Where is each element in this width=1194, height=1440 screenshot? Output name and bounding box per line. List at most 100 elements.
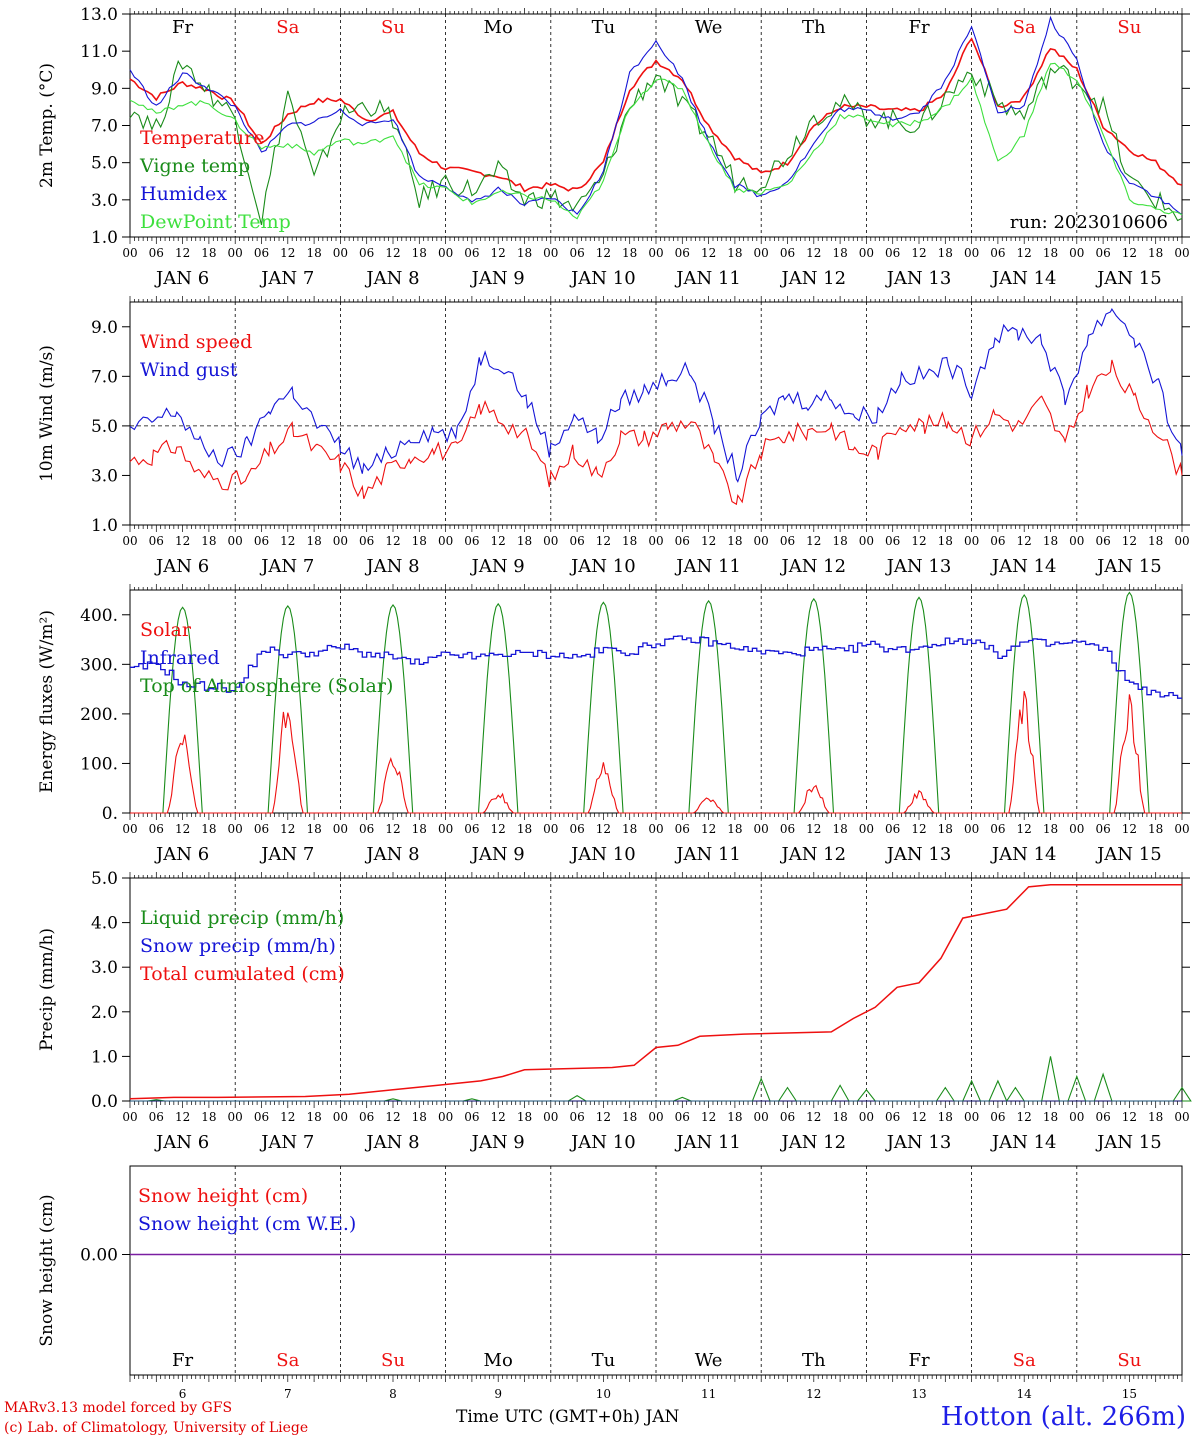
hour-tick-label: 00 — [438, 534, 453, 548]
hour-tick-label: 00 — [859, 1110, 874, 1124]
hour-tick-label: 12 — [280, 534, 295, 548]
hour-tick-label: 18 — [1043, 534, 1058, 548]
hour-tick-label: 00 — [228, 1110, 243, 1124]
y-tick-label: 11.0 — [80, 42, 118, 62]
legend-infrared: Infrared — [140, 647, 220, 669]
hour-tick-label: 00 — [438, 822, 453, 836]
hour-tick-label: 06 — [254, 822, 269, 836]
hour-tick-label: 06 — [359, 1110, 374, 1124]
y-tick-label: 300. — [80, 655, 118, 675]
hour-tick-label: 12 — [175, 822, 190, 836]
weekday-label: Th — [802, 17, 826, 38]
hour-tick-label: 18 — [1043, 1110, 1058, 1124]
y-tick-label: 2.0 — [91, 1003, 118, 1023]
hour-tick-label: 12 — [911, 246, 926, 260]
y-tick-label: 200. — [80, 705, 118, 725]
hour-tick-label: 06 — [254, 246, 269, 260]
hour-tick-label: 18 — [306, 822, 321, 836]
hour-tick-label: 12 — [491, 822, 506, 836]
hour-tick-label: 00 — [754, 534, 769, 548]
hour-tick-label: 00 — [1069, 1110, 1084, 1124]
hour-tick-label: 18 — [622, 822, 637, 836]
hour-tick-label: 06 — [149, 1110, 164, 1124]
weekday-label: Tu — [592, 1350, 616, 1371]
hour-tick-label: 12 — [385, 534, 400, 548]
series-line-dewpoint-temp — [129, 62, 1183, 220]
weekday-label: Th — [802, 1350, 826, 1371]
hour-tick-label: 18 — [517, 1110, 532, 1124]
y-tick-label: 9.0 — [91, 318, 118, 338]
date-label: JAN 9 — [470, 844, 525, 865]
date-label: JAN 14 — [990, 1132, 1057, 1153]
hour-tick-label: 12 — [1017, 1110, 1032, 1124]
y-tick-label: 400. — [80, 606, 118, 626]
hour-tick-label: 12 — [596, 246, 611, 260]
date-label: JAN 11 — [674, 556, 741, 577]
weekday-label: Su — [381, 1350, 405, 1371]
hour-tick-label: 18 — [1148, 1110, 1163, 1124]
date-label: JAN 7 — [259, 556, 314, 577]
hour-tick-label: 18 — [727, 246, 742, 260]
hour-tick-label: 18 — [412, 822, 427, 836]
weekday-label: Fr — [908, 17, 929, 38]
hour-tick-label: 00 — [543, 1110, 558, 1124]
hour-tick-label: 18 — [727, 534, 742, 548]
hour-tick-label: 06 — [1095, 822, 1110, 836]
day-number-label: 11 — [701, 1387, 716, 1401]
date-label: JAN 9 — [470, 1132, 525, 1153]
weekday-label: Sa — [276, 17, 299, 38]
y-tick-label: 1.0 — [91, 228, 118, 248]
date-label: JAN 6 — [154, 556, 209, 577]
hour-tick-label: 18 — [412, 1110, 427, 1124]
y-axis-label: Snow height (cm) — [37, 1194, 57, 1346]
y-tick-label: 0. — [102, 804, 118, 824]
date-label: JAN 15 — [1095, 1132, 1162, 1153]
hour-tick-label: 12 — [1122, 822, 1137, 836]
hour-tick-label: 00 — [333, 246, 348, 260]
y-tick-label: 5.0 — [91, 417, 118, 437]
hour-tick-label: 12 — [175, 246, 190, 260]
date-label: JAN 15 — [1095, 556, 1162, 577]
hour-tick-label: 18 — [517, 822, 532, 836]
day-number-label: 15 — [1122, 1387, 1137, 1401]
weekday-label: Fr — [172, 17, 193, 38]
hour-tick-label: 18 — [938, 822, 953, 836]
hour-tick-label: 12 — [806, 246, 821, 260]
hour-tick-label: 18 — [517, 246, 532, 260]
hour-tick-label: 18 — [622, 1110, 637, 1124]
hour-tick-label: 06 — [569, 534, 584, 548]
hour-tick-label: 06 — [569, 822, 584, 836]
lab-credit: (c) Lab. of Climatology, University of L… — [4, 1420, 309, 1436]
series-line-wind-gust — [129, 308, 1183, 483]
y-tick-label: 5.0 — [91, 869, 118, 889]
hour-tick-label: 12 — [701, 534, 716, 548]
panel-frame — [129, 589, 1183, 814]
panel-1: 00 06 12 18 JAN 6 00 06 12 18 JAN 7 00 06 12 18 JAN 8 0… — [37, 5, 1190, 289]
weekday-label: Sa — [1013, 17, 1036, 38]
date-label: JAN 9 — [470, 556, 525, 577]
hour-tick-label: 00 — [438, 1110, 453, 1124]
weekday-label: Sa — [276, 1350, 299, 1371]
date-label: JAN 6 — [154, 268, 209, 289]
hour-tick-label: 18 — [201, 534, 216, 548]
weekday-label: We — [695, 17, 723, 38]
y-tick-label: 5.0 — [91, 154, 118, 174]
hour-tick-label: 18 — [201, 822, 216, 836]
day-number-label: 12 — [806, 1387, 821, 1401]
hour-tick-label: 00 — [1174, 1110, 1189, 1124]
hour-tick-label: 12 — [1122, 1110, 1137, 1124]
date-label: JAN 8 — [364, 268, 419, 289]
hour-tick-label: 18 — [832, 246, 847, 260]
y-axis-label: 10m Wind (m/s) — [37, 345, 57, 482]
hour-tick-label: 00 — [648, 246, 663, 260]
series-line-wind-speed — [129, 359, 1183, 506]
hour-tick-label: 00 — [964, 246, 979, 260]
hour-tick-label: 18 — [1043, 246, 1058, 260]
hour-tick-label: 12 — [385, 822, 400, 836]
hour-tick-label: 06 — [675, 822, 690, 836]
legend-solar: Solar — [140, 619, 192, 641]
date-label: JAN 13 — [885, 556, 952, 577]
hour-tick-label: 12 — [280, 1110, 295, 1124]
hour-tick-label: 12 — [701, 246, 716, 260]
y-axis-label: Precip (mm/h) — [37, 928, 57, 1051]
